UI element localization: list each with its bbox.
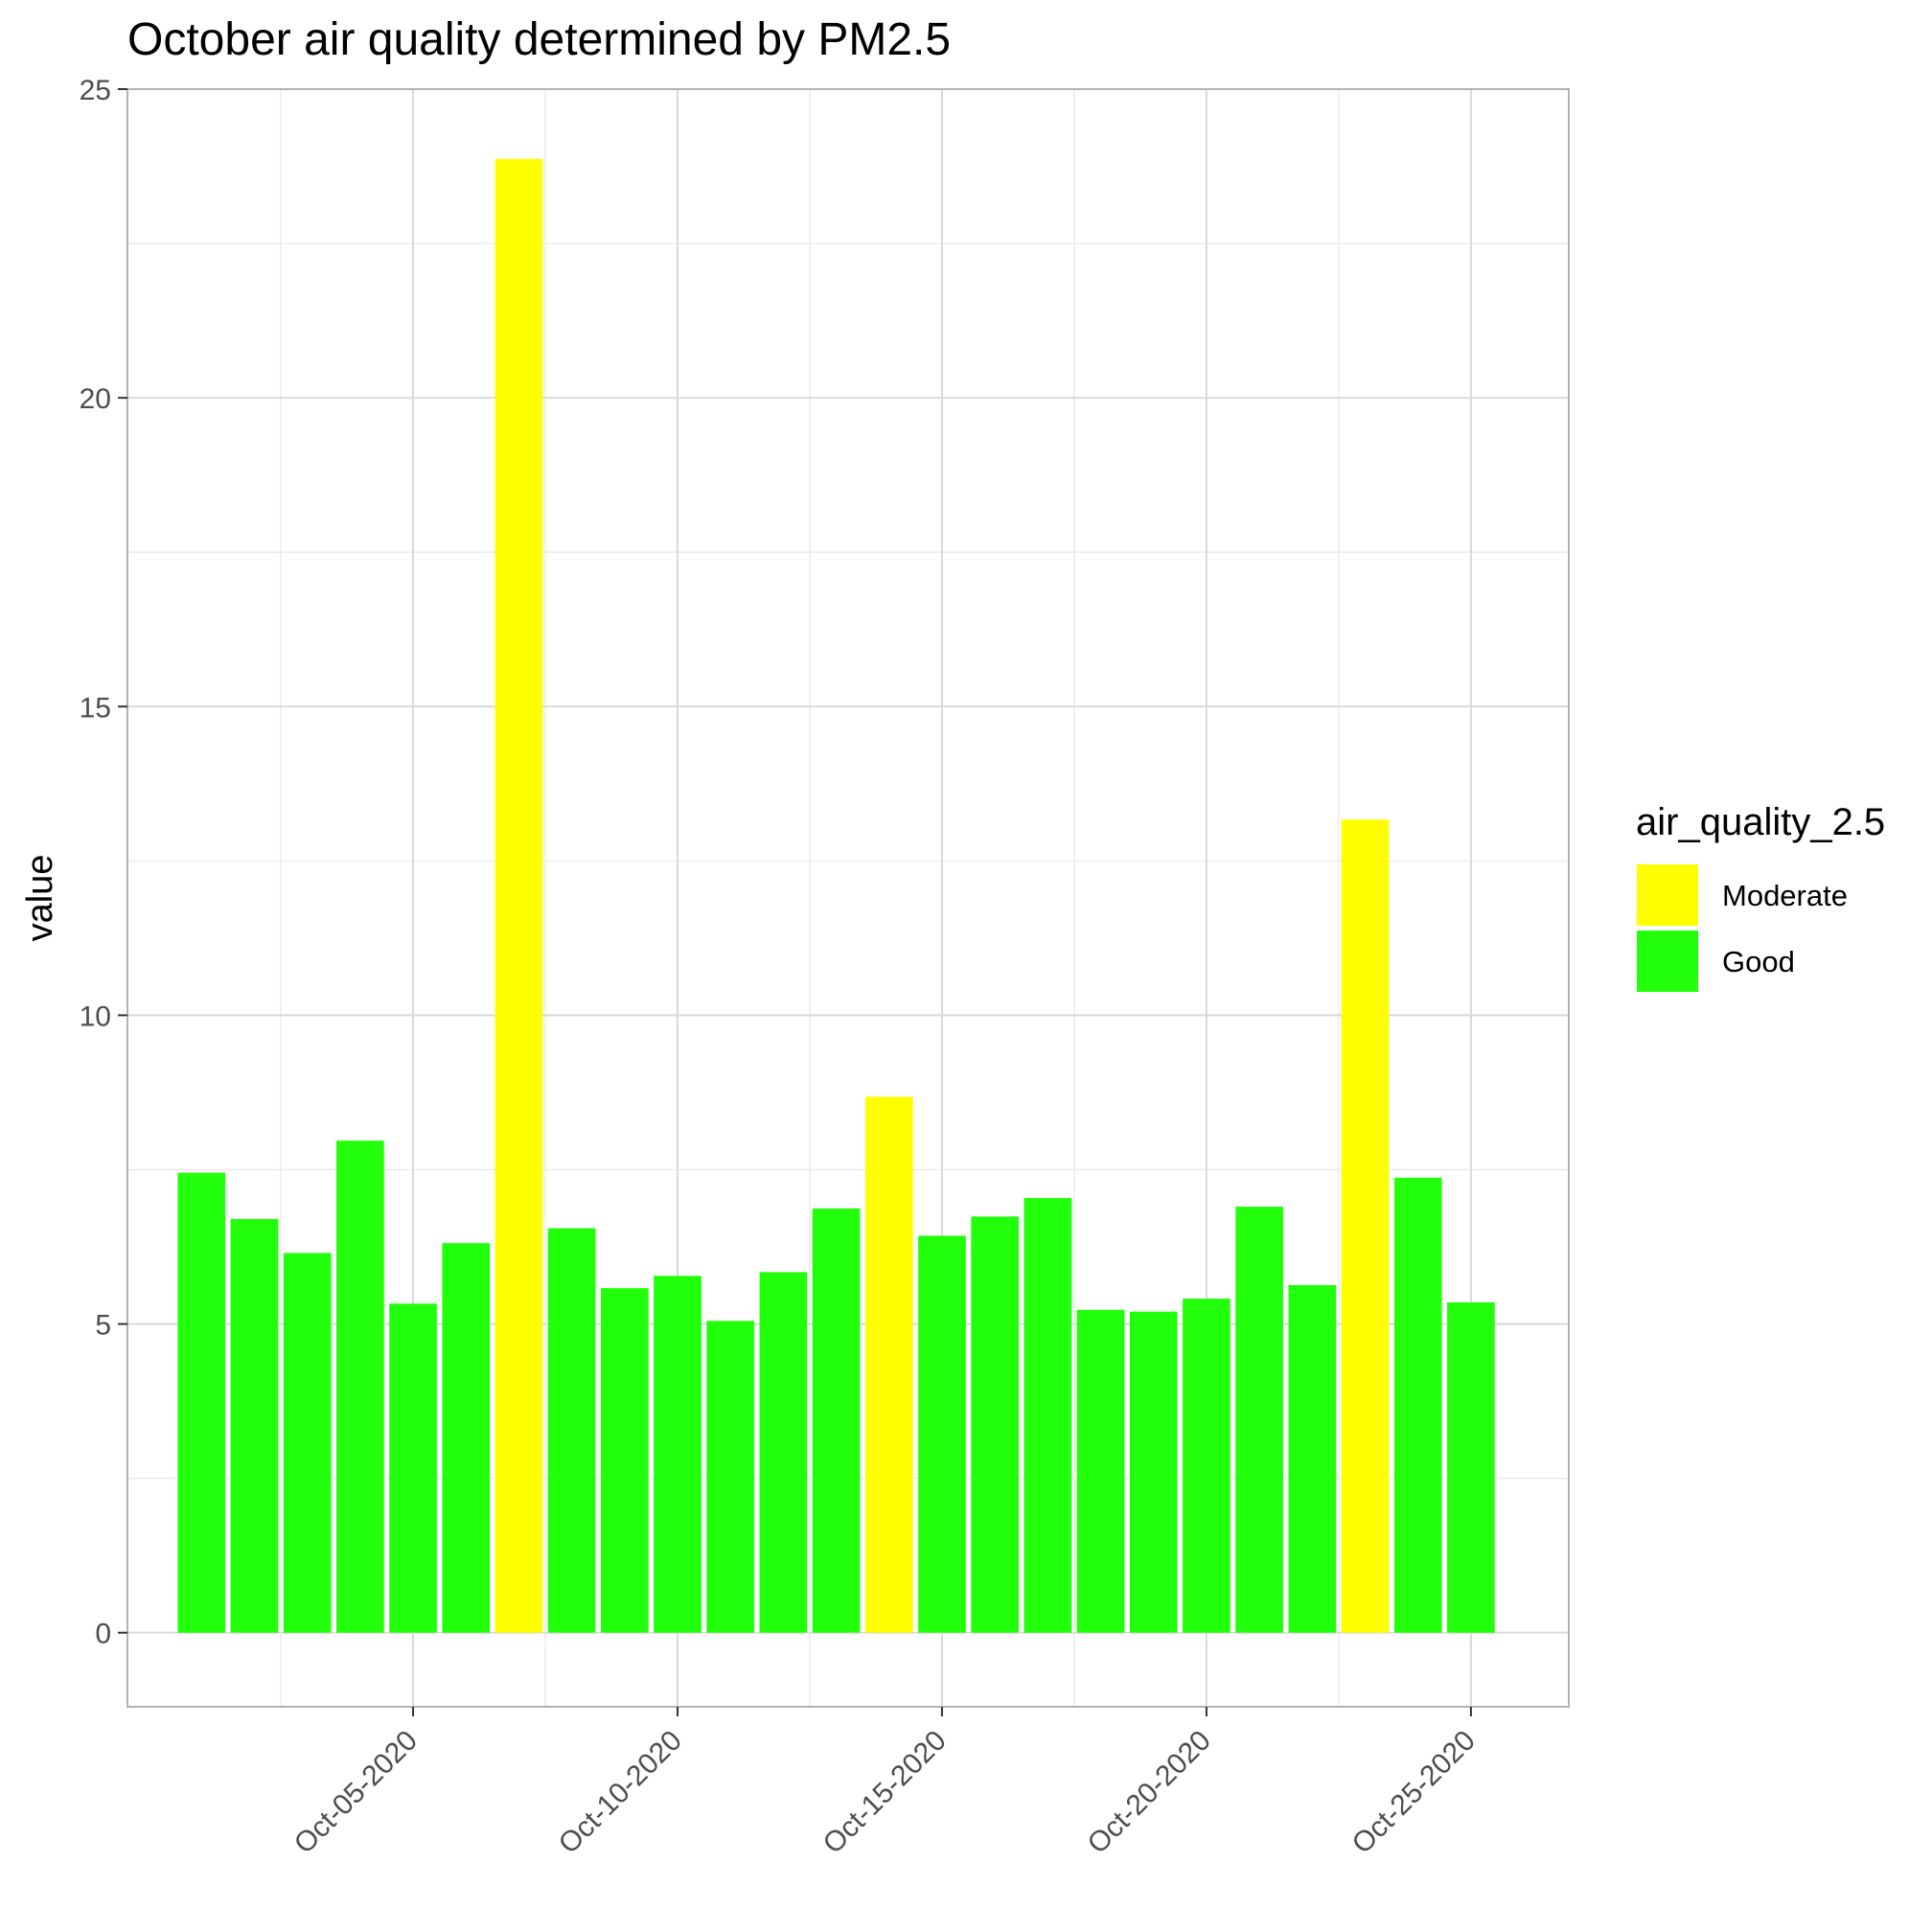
- legend-key-good: [1637, 931, 1698, 992]
- bar: [1183, 1299, 1230, 1633]
- x-tick-label: Oct-25-2020: [1346, 1725, 1482, 1860]
- x-axis: Oct-05-2020 Oct-10-2020 Oct-15-2020 Oct-20-…: [288, 1707, 1482, 1860]
- y-axis: 0 5 10 15 20 25: [80, 75, 127, 1650]
- y-tick-label: 0: [95, 1619, 111, 1650]
- bar: [971, 1216, 1019, 1633]
- bar: [812, 1208, 861, 1633]
- minor-gridlines: [127, 89, 1569, 1707]
- bar: [600, 1288, 649, 1633]
- bar: [547, 1228, 596, 1633]
- legend: air_quality_2.5 Moderate Good: [1636, 801, 1885, 992]
- bar: [442, 1243, 491, 1633]
- x-tick-label: Oct-10-2020: [553, 1725, 688, 1860]
- legend-label-good: Good: [1722, 945, 1795, 978]
- bar: [759, 1272, 808, 1633]
- x-tick-label: Oct-20-2020: [1082, 1725, 1217, 1860]
- bar: [918, 1235, 966, 1633]
- bar: [1024, 1198, 1072, 1633]
- bar: [1076, 1309, 1125, 1633]
- y-axis-title: value: [20, 855, 60, 942]
- bar: [1129, 1311, 1178, 1633]
- bar: [864, 1096, 913, 1633]
- bar: [389, 1303, 437, 1633]
- legend-label-moderate: Moderate: [1722, 879, 1848, 912]
- bar: [494, 158, 543, 1633]
- x-tick-label: Oct-15-2020: [817, 1725, 953, 1860]
- bar: [1393, 1177, 1442, 1633]
- y-tick-label: 10: [80, 1000, 111, 1032]
- plot-panel: [126, 88, 1570, 1708]
- bar: [654, 1276, 702, 1633]
- bar: [336, 1140, 384, 1633]
- bar: [177, 1172, 226, 1633]
- legend-title: air_quality_2.5: [1636, 801, 1885, 843]
- chart-title: October air quality determined by PM2.5: [127, 14, 951, 65]
- bar: [1447, 1302, 1495, 1633]
- x-tick-label: Oct-05-2020: [288, 1725, 424, 1860]
- y-tick-label: 25: [80, 75, 111, 106]
- bar: [1288, 1284, 1337, 1633]
- panel-border: [126, 88, 1570, 1708]
- bar: [1341, 819, 1390, 1633]
- bar: [1235, 1207, 1283, 1633]
- y-tick-label: 5: [95, 1310, 111, 1342]
- bar: [230, 1219, 279, 1633]
- y-tick-label: 15: [80, 692, 111, 724]
- bar: [706, 1321, 755, 1633]
- bars: [177, 158, 1495, 1633]
- bar: [283, 1253, 332, 1633]
- y-tick-label: 20: [80, 383, 111, 415]
- legend-key-moderate: [1637, 864, 1698, 926]
